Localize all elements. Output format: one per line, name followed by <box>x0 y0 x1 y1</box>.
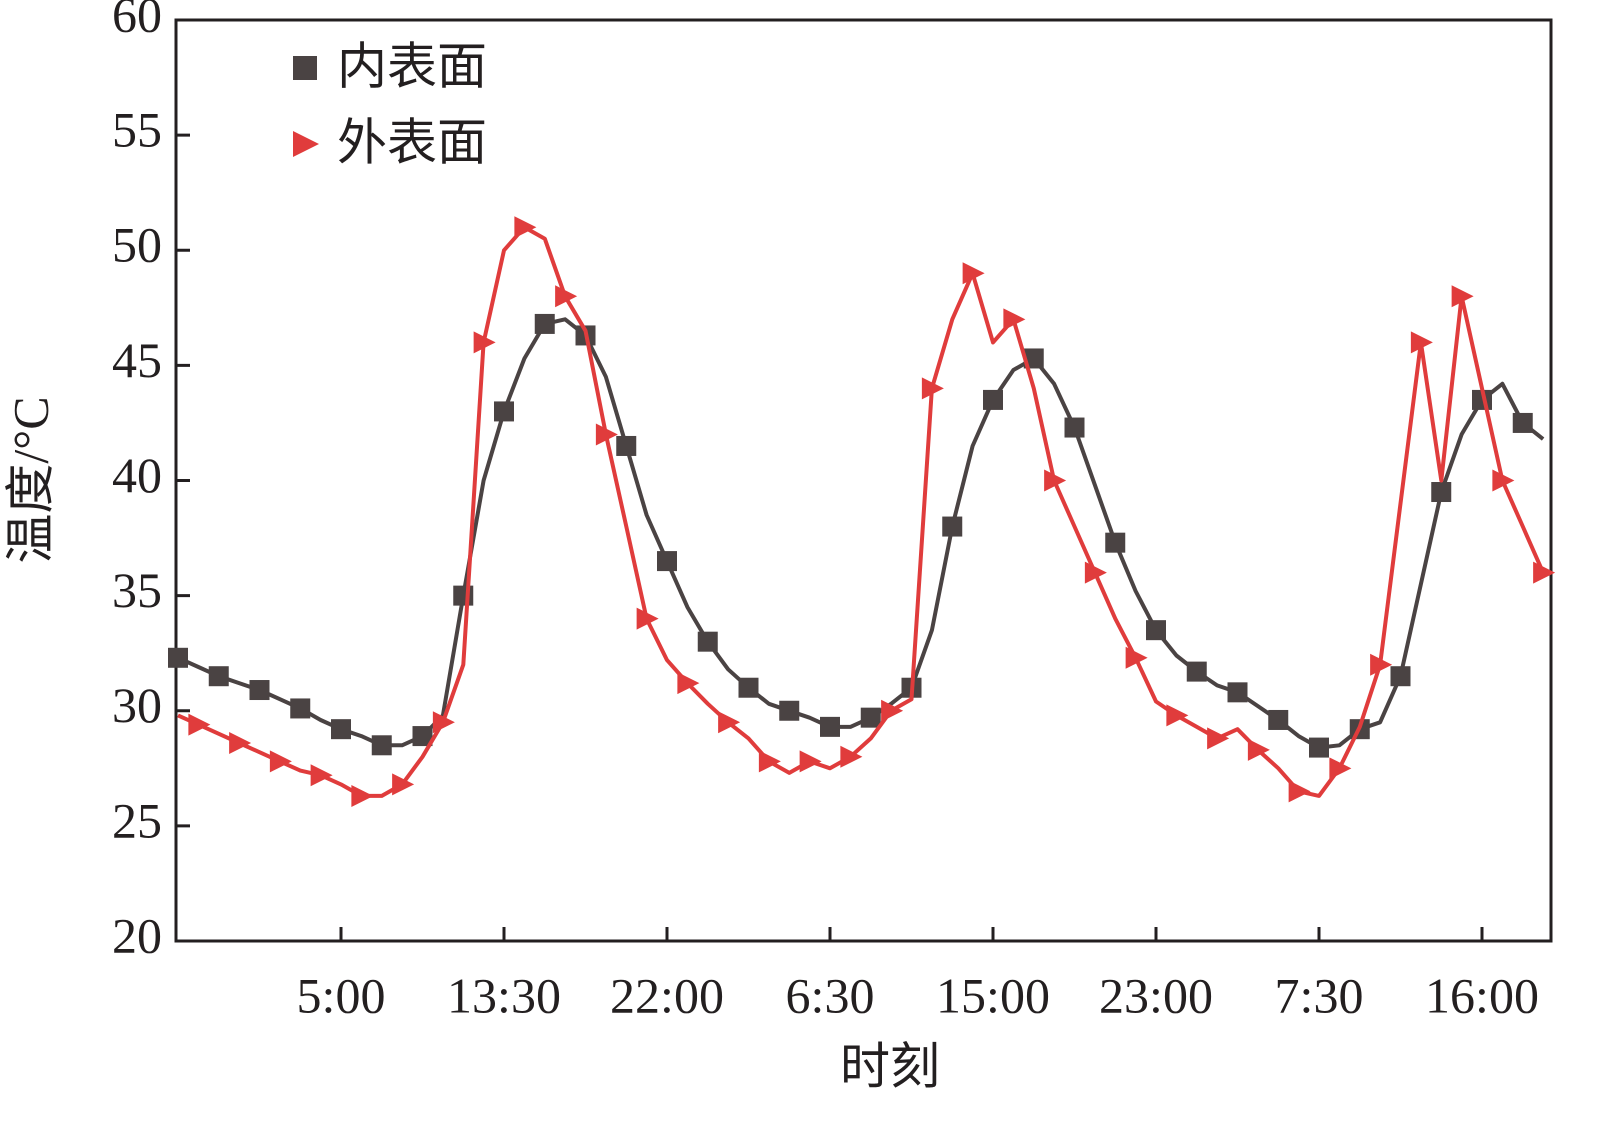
marker <box>331 719 351 740</box>
marker <box>881 699 904 722</box>
x-tick-label: 15:00 <box>936 967 1050 1023</box>
x-tick-label: 13:30 <box>447 967 561 1023</box>
marker <box>514 216 537 239</box>
marker <box>1390 666 1411 687</box>
marker <box>942 516 963 537</box>
marker <box>229 731 252 754</box>
y-axis-label: 温度/°C <box>2 396 58 563</box>
marker <box>1410 331 1433 354</box>
marker <box>269 750 292 773</box>
x-tick-label: 23:00 <box>1099 967 1213 1023</box>
y-tick-label: 50 <box>112 217 162 273</box>
y-tick-label: 60 <box>112 0 162 42</box>
marker <box>1084 561 1107 584</box>
marker <box>534 313 555 334</box>
marker <box>677 672 700 695</box>
marker <box>1451 285 1474 308</box>
marker <box>840 745 863 768</box>
marker <box>453 585 474 606</box>
marker <box>636 607 659 630</box>
marker <box>1064 417 1085 438</box>
y-tick-label: 35 <box>112 562 162 618</box>
marker <box>799 750 822 773</box>
marker <box>310 764 333 787</box>
marker <box>249 680 270 701</box>
marker <box>432 711 455 734</box>
marker <box>1370 653 1393 676</box>
y-tick-label: 20 <box>112 907 162 963</box>
x-tick-label: 5:00 <box>297 967 386 1023</box>
marker <box>1533 561 1556 584</box>
y-tick-label: 40 <box>112 447 162 503</box>
marker <box>921 377 944 400</box>
y-tick-label: 55 <box>112 102 162 158</box>
marker <box>1247 738 1270 761</box>
marker <box>473 331 496 354</box>
marker <box>1023 348 1044 369</box>
marker <box>1207 727 1230 750</box>
marker <box>697 631 718 652</box>
series-line <box>177 317 1545 750</box>
legend-marker <box>293 131 319 157</box>
marker <box>779 700 800 721</box>
x-tick-label: 6:30 <box>786 967 875 1023</box>
marker <box>962 262 985 285</box>
marker <box>1227 682 1248 703</box>
x-axis-label: 时刻 <box>840 1038 940 1094</box>
marker <box>657 551 677 572</box>
marker <box>494 401 514 422</box>
x-tick-label: 16:00 <box>1425 967 1539 1023</box>
marker <box>1003 308 1026 331</box>
marker <box>1125 646 1148 669</box>
marker <box>820 716 840 737</box>
marker <box>412 726 433 747</box>
marker <box>290 698 311 719</box>
marker <box>1431 482 1452 503</box>
legend-label: 外表面 <box>337 114 487 170</box>
marker <box>860 707 881 728</box>
marker <box>1186 661 1207 682</box>
marker <box>983 389 1003 410</box>
marker <box>1492 469 1515 492</box>
series-line <box>177 225 1545 798</box>
marker <box>595 423 618 446</box>
marker <box>1512 412 1533 433</box>
y-tick-label: 30 <box>112 677 162 733</box>
x-tick-label: 22:00 <box>610 967 724 1023</box>
legend-marker <box>293 56 317 80</box>
marker <box>168 647 188 668</box>
marker <box>1166 704 1189 727</box>
marker <box>1268 709 1289 730</box>
marker <box>1288 780 1311 803</box>
marker <box>351 784 374 807</box>
marker <box>555 285 578 308</box>
y-tick-label: 45 <box>112 332 162 388</box>
marker <box>1329 757 1352 780</box>
y-tick-label: 25 <box>112 792 162 848</box>
marker <box>718 711 741 734</box>
marker <box>371 735 392 756</box>
marker <box>1105 532 1126 553</box>
legend-label: 内表面 <box>337 38 487 94</box>
marker <box>188 713 211 736</box>
x-tick-label: 7:30 <box>1275 967 1364 1023</box>
marker <box>1146 620 1166 641</box>
marker <box>1044 469 1067 492</box>
marker <box>208 666 229 687</box>
marker <box>616 435 637 456</box>
marker <box>1309 737 1329 758</box>
marker <box>758 750 781 773</box>
marker <box>392 773 415 796</box>
marker <box>738 677 759 698</box>
